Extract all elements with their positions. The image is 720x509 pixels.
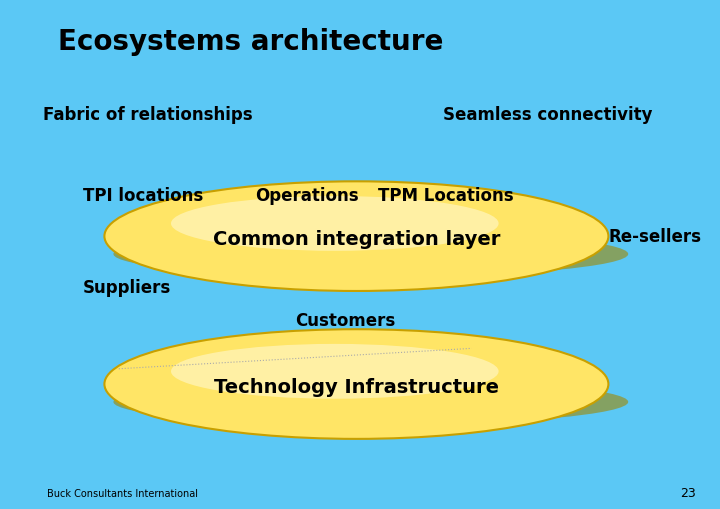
Text: Re-sellers: Re-sellers	[608, 228, 701, 246]
Text: Seamless connectivity: Seamless connectivity	[443, 105, 652, 124]
Text: Fabric of relationships: Fabric of relationships	[43, 105, 253, 124]
Text: Customers: Customers	[295, 312, 395, 330]
Ellipse shape	[171, 196, 498, 251]
Text: TPM Locations: TPM Locations	[378, 187, 513, 205]
Text: Ecosystems architecture: Ecosystems architecture	[58, 28, 443, 56]
Text: Technology Infrastructure: Technology Infrastructure	[214, 377, 499, 397]
Text: 23: 23	[680, 486, 696, 499]
Ellipse shape	[104, 330, 608, 439]
Ellipse shape	[104, 182, 608, 291]
Ellipse shape	[171, 344, 498, 399]
Text: Buck Consultants International: Buck Consultants International	[47, 488, 198, 498]
Text: Common integration layer: Common integration layer	[212, 230, 500, 249]
Text: Suppliers: Suppliers	[83, 278, 171, 297]
Ellipse shape	[114, 379, 628, 425]
Text: Operations: Operations	[256, 187, 359, 205]
Ellipse shape	[114, 232, 628, 277]
Text: TPI locations: TPI locations	[83, 187, 203, 205]
